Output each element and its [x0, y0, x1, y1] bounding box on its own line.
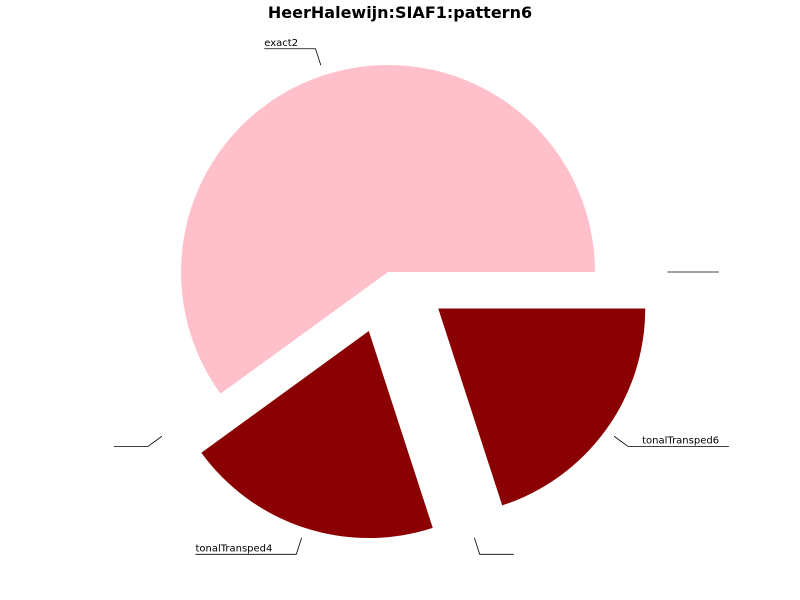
pie-slice-tonalTransped4	[201, 331, 433, 539]
pie-slices	[180, 64, 646, 539]
slice-label: tonalTransped6	[642, 435, 719, 446]
slice-labels: exact2 tonalTransped4 tonalTransped6	[113, 38, 729, 555]
slice-label: tonalTransped4	[195, 543, 272, 554]
pie-slice-tonalTransped6	[438, 308, 646, 506]
leader-line	[613, 435, 729, 447]
slice-label: exact2	[264, 38, 298, 49]
chart-title: HeerHalewijn:SIAF1:pattern6	[268, 3, 532, 22]
slice-label-group-1	[113, 435, 163, 447]
slice-label-group-4: tonalTransped6	[613, 435, 729, 447]
slice-label-group-0: exact2	[264, 38, 322, 66]
slice-label-group-2: tonalTransped4	[195, 537, 303, 555]
pie-slice-exact2	[180, 64, 595, 394]
leader-line	[113, 435, 163, 447]
leader-line	[264, 48, 322, 66]
leader-line	[473, 537, 514, 555]
leader-line	[195, 537, 303, 555]
slice-label-group-3	[473, 537, 514, 555]
